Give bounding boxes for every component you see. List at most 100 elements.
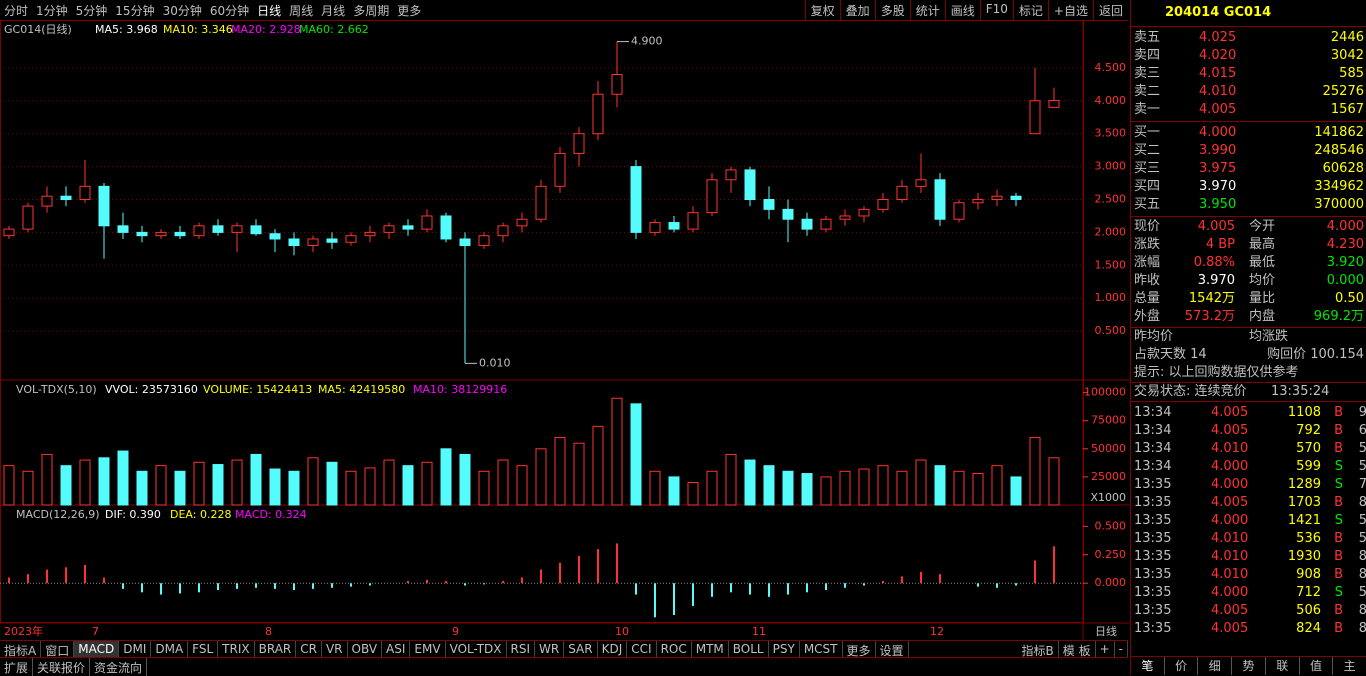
panel-tab[interactable]: 主 — [1333, 657, 1366, 675]
trade-time: 13:35 — [1134, 567, 1172, 582]
indicator-tab[interactable]: DMA — [151, 641, 189, 658]
toolbar-button[interactable]: 画线 — [944, 0, 980, 21]
indicator-tab[interactable]: 更多 — [843, 641, 876, 658]
panel-tab[interactable]: 势 — [1232, 657, 1266, 675]
indicator-tab[interactable]: + — [1096, 641, 1115, 658]
indicator-tab[interactable]: SAR — [564, 641, 598, 658]
indicator-tab[interactable]: TRIX — [218, 641, 255, 658]
sell-book: 卖五 4.025 2446 卖四 4.020 3042 卖三 4.015 585 卖二 4.010 2… — [1131, 27, 1366, 122]
candle-body — [269, 233, 281, 240]
volume-bar — [41, 453, 53, 506]
indicator-tab[interactable]: VR — [322, 641, 348, 658]
indicator-tab[interactable]: KDJ — [598, 641, 628, 658]
indicator-tab[interactable]: ROC — [657, 641, 692, 658]
indicator-tab[interactable]: DMI — [119, 641, 152, 658]
stat-value: 969.2万 — [1313, 309, 1364, 324]
candle-body — [421, 215, 433, 230]
volume-bar — [896, 470, 908, 506]
bottom-tab[interactable]: 资金流向 — [90, 658, 148, 676]
stat-value: 3.920 — [1326, 255, 1364, 270]
toolbar-button[interactable]: 多股 — [874, 0, 910, 21]
bottom-tab[interactable]: 扩展 — [0, 658, 34, 676]
candle-body — [60, 195, 72, 201]
toolbar-button[interactable]: 叠加 — [839, 0, 875, 21]
macd-legend: MACD: 0.324 — [235, 508, 307, 521]
indicator-tab[interactable]: ASI — [382, 641, 411, 658]
trade-side: S — [1334, 477, 1343, 492]
indicator-tab[interactable]: VOL-TDX — [446, 641, 507, 658]
indicator-tab[interactable]: CR — [296, 641, 322, 658]
candle-body — [402, 225, 414, 230]
book-row: 卖三 4.015 585 — [1131, 65, 1366, 83]
period-tab[interactable]: 多周期 — [353, 4, 390, 18]
y-tick-label: 1.000 — [1095, 291, 1127, 304]
period-tab[interactable]: 月线 — [321, 4, 346, 18]
indicator-tab[interactable]: 指标B — [1018, 641, 1059, 658]
indicator-tab[interactable]: OBV — [348, 641, 383, 658]
volume-bar — [592, 425, 604, 506]
stat-value: 4 BP — [1205, 237, 1235, 252]
toolbar-button[interactable]: F10 — [979, 0, 1013, 21]
indicator-tab[interactable]: EMV — [410, 641, 446, 658]
candle-body — [896, 185, 908, 200]
annotation: 4.900 — [631, 35, 663, 48]
toolbar-button[interactable]: 复权 — [804, 0, 840, 21]
period-tab[interactable]: 更多 — [397, 4, 422, 18]
indicator-tab[interactable]: 设置 — [876, 641, 909, 658]
panel-tab[interactable]: 价 — [1165, 657, 1199, 675]
book-row: 买一 4.000 141862 — [1131, 124, 1366, 142]
indicator-tab[interactable]: FSL — [188, 641, 219, 658]
book-price: 4.010 — [1199, 84, 1237, 99]
book-row: 卖二 4.010 25276 — [1131, 83, 1366, 101]
stat-label: 昨收 — [1134, 273, 1161, 288]
indicator-tab[interactable]: 模 板 — [1059, 641, 1096, 658]
trade-count: 7 — [1358, 477, 1366, 492]
indicator-tab[interactable]: - — [1115, 641, 1128, 658]
period-tab[interactable]: 15分钟 — [115, 4, 155, 18]
indicator-tab[interactable]: BOLL — [729, 641, 769, 658]
x-tick-label: 7 — [92, 625, 99, 638]
bottom-tab[interactable]: 关联报价 — [33, 658, 91, 676]
panel-tab[interactable]: 联 — [1266, 657, 1300, 675]
indicator-tab[interactable]: PSY — [769, 641, 800, 658]
panel-tab[interactable]: 细 — [1198, 657, 1233, 675]
indicator-tab[interactable]: MACD — [74, 641, 120, 658]
stat-row: 涨幅 0.88% 最低 3.920 — [1131, 254, 1366, 272]
trade-count: 5 — [1358, 585, 1366, 600]
period-tab[interactable]: 30分钟 — [162, 4, 202, 18]
indicator-tab[interactable]: MCST — [800, 641, 843, 658]
book-level: 买四 — [1134, 179, 1161, 194]
indicator-tab[interactable]: MTM — [692, 641, 729, 658]
indicator-tab[interactable]: WR — [535, 641, 565, 658]
candle-body — [592, 93, 604, 135]
candle-body — [136, 231, 148, 237]
period-tab[interactable]: 1分钟 — [36, 4, 68, 18]
toolbar-button[interactable]: +自选 — [1047, 0, 1093, 21]
period-tab[interactable]: 分时 — [4, 4, 29, 18]
volume-bar — [212, 464, 224, 506]
volume-bar — [193, 461, 205, 506]
period-tab[interactable]: 周线 — [289, 4, 314, 18]
candle-body — [307, 238, 319, 247]
panel-tab[interactable]: 值 — [1300, 657, 1334, 675]
volume-bar — [1029, 437, 1041, 506]
indicator-tab[interactable]: RSI — [507, 641, 536, 658]
indicator-tab[interactable]: BRAR — [255, 641, 297, 658]
volume-bar — [630, 403, 642, 506]
volume-bar — [155, 465, 167, 506]
toolbar-button[interactable]: 统计 — [909, 0, 945, 21]
stat-row: 现价 4.005 今开 4.000 — [1131, 218, 1366, 236]
period-tab[interactable]: 5分钟 — [75, 4, 108, 18]
toolbar-button[interactable]: 返回 — [1092, 0, 1128, 21]
book-row: 买二 3.990 248546 — [1131, 142, 1366, 160]
toolbar-button[interactable]: 标记 — [1012, 0, 1048, 21]
indicator-tab[interactable]: 窗口 — [41, 641, 75, 658]
period-tab[interactable]: 日线 — [257, 4, 282, 18]
candle-body — [117, 225, 129, 233]
period-tab[interactable]: 60分钟 — [209, 4, 250, 18]
panel-tab[interactable]: 笔 — [1131, 657, 1165, 675]
indicator-tab[interactable]: CCI — [627, 641, 657, 658]
trade-count: 5 — [1358, 441, 1366, 456]
volume-bar — [269, 468, 281, 506]
indicator-tab[interactable]: 指标A — [0, 641, 42, 658]
